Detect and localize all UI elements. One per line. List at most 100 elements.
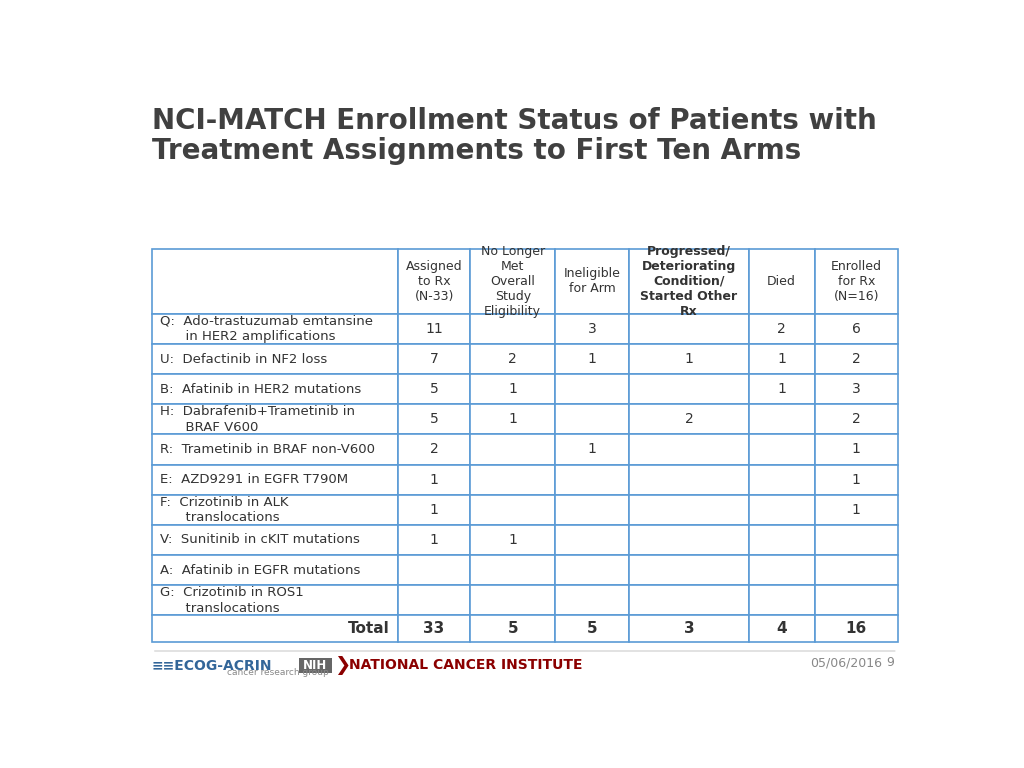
Bar [152,585,397,615]
Text: No Longer
Met
Overall
Study
Eligibility: No Longer Met Overall Study Eligibility [480,245,545,318]
Text: Total: Total [348,621,390,636]
Text: Enrolled
for Rx
(N=16): Enrolled for Rx (N=16) [830,260,882,303]
Bar [152,344,397,374]
Bar [555,615,629,642]
Bar [629,465,749,495]
Text: H:  Dabrafenib+Trametinib in
      BRAF V600: H: Dabrafenib+Trametinib in BRAF V600 [160,405,354,434]
Text: 3: 3 [588,322,597,336]
Bar [152,404,397,435]
Text: 9: 9 [886,657,894,670]
Text: 5: 5 [587,621,597,636]
Text: 1: 1 [508,533,517,547]
Text: 4: 4 [776,621,787,636]
Text: 5: 5 [430,412,438,426]
Bar [815,249,898,314]
Text: 7: 7 [430,352,438,366]
Bar [555,525,629,555]
Text: NCI-MATCH Enrollment Status of Patients with: NCI-MATCH Enrollment Status of Patients … [152,107,877,135]
Bar [152,495,397,525]
Bar [397,495,470,525]
Bar [152,465,397,495]
Text: 5: 5 [430,382,438,396]
Bar [555,585,629,615]
Bar [749,314,815,344]
Bar [470,495,555,525]
Text: 6: 6 [852,322,861,336]
Text: 1: 1 [777,382,786,396]
Text: U:  Defactinib in NF2 loss: U: Defactinib in NF2 loss [160,353,327,366]
Text: 1: 1 [588,352,597,366]
Text: 5: 5 [507,621,518,636]
Text: Assigned
to Rx
(N-33): Assigned to Rx (N-33) [406,260,463,303]
Bar [815,344,898,374]
Bar [749,404,815,435]
Bar [152,374,397,404]
Text: NIH: NIH [303,659,328,672]
Bar [815,585,898,615]
Bar [555,435,629,465]
Bar [397,249,470,314]
Text: NATIONAL CANCER INSTITUTE: NATIONAL CANCER INSTITUTE [348,658,582,672]
Text: Died: Died [767,275,796,288]
Text: V:  Sunitinib in cKIT mutations: V: Sunitinib in cKIT mutations [160,534,359,547]
Bar [629,249,749,314]
Bar [152,435,397,465]
Text: 2: 2 [508,352,517,366]
Text: 1: 1 [852,472,861,487]
Bar [397,615,470,642]
Bar [470,525,555,555]
Text: 11: 11 [425,322,443,336]
Bar [749,374,815,404]
Bar [555,465,629,495]
Text: 1: 1 [852,442,861,456]
Text: B:  Afatinib in HER2 mutations: B: Afatinib in HER2 mutations [160,382,361,396]
Bar [397,314,470,344]
Bar [749,555,815,585]
Text: A:  Afatinib in EGFR mutations: A: Afatinib in EGFR mutations [160,564,360,577]
Bar [555,404,629,435]
Text: 1: 1 [684,352,693,366]
Bar [470,615,555,642]
Bar [555,314,629,344]
Bar [629,585,749,615]
Text: ❯: ❯ [334,656,350,674]
Text: 2: 2 [777,322,786,336]
Text: 1: 1 [588,442,597,456]
Bar [470,585,555,615]
Text: cancer research group: cancer research group [227,668,329,677]
Bar [397,585,470,615]
Bar [299,657,332,673]
Bar [152,314,397,344]
Bar [629,435,749,465]
Bar [749,465,815,495]
Bar [555,374,629,404]
Bar [555,344,629,374]
Text: 1: 1 [508,412,517,426]
Bar [397,555,470,585]
Bar [470,465,555,495]
Bar [152,615,397,642]
Bar [815,404,898,435]
Text: ≡≡ECOG-ACRIN: ≡≡ECOG-ACRIN [152,659,272,673]
Bar [815,495,898,525]
Text: Q:  Ado-trastuzumab emtansine
      in HER2 amplifications: Q: Ado-trastuzumab emtansine in HER2 amp… [160,315,373,343]
Bar [629,615,749,642]
Bar [470,555,555,585]
Bar [470,249,555,314]
Text: 1: 1 [430,503,438,517]
Text: 33: 33 [424,621,444,636]
Bar [749,525,815,555]
Bar [815,465,898,495]
Bar [397,465,470,495]
Bar [629,555,749,585]
Bar [629,374,749,404]
Bar [152,249,397,314]
Text: 2: 2 [430,442,438,456]
Text: Ineligible
for Arm: Ineligible for Arm [563,267,621,296]
Bar [397,404,470,435]
Bar [749,585,815,615]
Bar [815,555,898,585]
Bar [815,314,898,344]
Bar [815,435,898,465]
Bar [397,525,470,555]
